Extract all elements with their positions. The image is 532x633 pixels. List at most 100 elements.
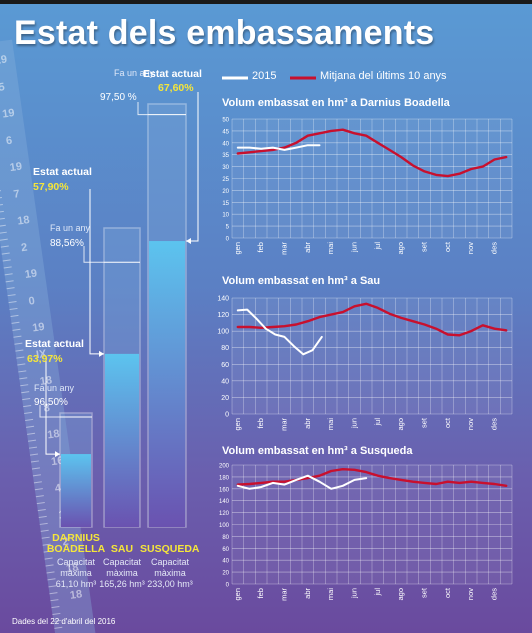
source-note: Dades del 22 d'abril del 2016 (12, 617, 116, 626)
susqueda-cap-label-2: màxima (154, 568, 186, 578)
x-tick-label: abr (303, 418, 312, 429)
y-tick-label: 100 (219, 523, 230, 529)
x-tick-label: nov (466, 418, 475, 430)
y-tick-label: 10 (222, 213, 229, 219)
sau-capacity: Capacitat màxima 165,26 hm³ (96, 557, 148, 590)
x-tick-label: des (490, 588, 499, 600)
x-tick-label: mai (326, 418, 335, 430)
y-tick-label: 20 (222, 571, 229, 577)
susqueda-cap-label-1: Capacitat (150, 557, 190, 567)
chart-title-darnius: Volum embassat en hm³ a Darnius Boadella (222, 97, 450, 109)
y-tick-label: 120 (219, 511, 230, 517)
x-tick-label: jun (350, 242, 359, 253)
darnius-name-line-2: BOADELLA (46, 543, 106, 555)
darnius-name-line-1: DARNIUS (52, 532, 100, 544)
y-tick-label: 25 (222, 177, 229, 183)
x-tick-label: mar (280, 242, 289, 255)
y-tick-label: 140 (219, 499, 230, 505)
x-tick-label: oct (443, 587, 452, 598)
darnius-water-level (61, 454, 91, 527)
legend-label-2015: 2015 (252, 70, 277, 82)
x-tick-label: nov (466, 242, 475, 254)
y-tick-label: 120 (217, 312, 229, 319)
series-line-2015 (236, 144, 321, 151)
legend-swatch-average (290, 76, 316, 80)
y-tick-label: 80 (222, 535, 229, 541)
legend-label-average: Mitjana del últims 10 anys (320, 70, 447, 82)
x-tick-label: nov (466, 588, 475, 600)
x-tick-label: des (490, 242, 499, 254)
darnius-cap-value: 61,10 hm³ (55, 579, 97, 589)
sau-cap-value: 165,26 hm³ (99, 579, 145, 589)
susqueda-actual-pointer (186, 92, 199, 242)
y-tick-label: 45 (222, 129, 229, 135)
y-tick-label: 20 (221, 395, 229, 402)
y-tick-label: 30 (222, 165, 229, 171)
x-tick-label: feb (256, 418, 265, 428)
chart-title-sau: Volum embassat en hm³ a Sau (222, 275, 381, 287)
x-tick-label: gen (233, 588, 242, 601)
y-tick-label: 40 (221, 378, 229, 385)
x-tick-label: des (490, 418, 499, 430)
y-tick-label: 80 (221, 345, 229, 352)
x-tick-label: ago (396, 242, 405, 255)
x-tick-label: jun (350, 588, 359, 599)
x-tick-label: jul (373, 242, 382, 251)
darnius-prev-value: 96,50% (34, 397, 68, 408)
y-tick-label: 100 (217, 329, 229, 336)
series-line-2015 (236, 474, 368, 490)
page-title: Estat dels embassaments (14, 14, 435, 52)
sau-prev-value: 88,56% (50, 238, 84, 249)
x-tick-label: feb (256, 588, 265, 598)
darnius-name: DARNIUS BOADELLA (46, 533, 106, 555)
y-tick-label: 35 (222, 153, 229, 159)
sau-cap-label-2: màxima (106, 568, 138, 578)
susqueda-water-level (149, 241, 185, 527)
chart-sau: 0 20 40 60 80 100 120 140 gen feb mar abr mai jun jul a… (217, 296, 513, 431)
y-tick-label: 40 (222, 141, 229, 147)
y-tick-label: 20 (222, 189, 229, 195)
x-tick-label: mai (326, 588, 335, 600)
y-tick-label: 0 (226, 237, 230, 243)
susqueda-actual-arrowhead (186, 238, 191, 245)
y-tick-label: 40 (222, 559, 229, 565)
series-line-average (236, 467, 508, 487)
x-tick-label: feb (256, 242, 265, 252)
x-tick-label: abr (303, 588, 312, 599)
darnius-actual-arrowhead (55, 451, 60, 458)
x-tick-label: jul (373, 418, 382, 427)
y-tick-label: 60 (222, 547, 229, 553)
x-tick-label: oct (443, 241, 452, 252)
sau-actual-value: 57,90% (33, 181, 69, 193)
x-tick-label: mar (280, 418, 289, 431)
sau-cap-label-1: Capacitat (102, 557, 142, 567)
x-tick-label: set (420, 417, 429, 428)
susqueda-name: SUSQUEDA (140, 543, 200, 555)
x-tick-label: jun (350, 418, 359, 429)
y-tick-label: 15 (222, 201, 229, 207)
x-tick-label: set (420, 587, 429, 598)
x-tick-label: abr (303, 242, 312, 253)
susqueda-cap-value: 233,00 hm³ (147, 579, 193, 589)
sau-actual-label: Estat actual (33, 166, 92, 178)
y-tick-label: 160 (219, 487, 230, 493)
y-tick-label: 60 (221, 362, 229, 369)
susqueda-capacity: Capacitat màxima 233,00 hm³ (143, 557, 197, 590)
x-tick-label: ago (396, 588, 405, 601)
series-line-average (236, 302, 508, 337)
sau-actual-pointer (89, 189, 104, 355)
susqueda-prev-pointer (137, 102, 148, 116)
chart-darnius: 0 5 10 15 20 25 30 35 40 45 50 gen feb mar abr mai jun ju… (222, 118, 513, 255)
series-line-average (236, 128, 508, 178)
y-tick-label: 200 (219, 464, 230, 470)
x-tick-label: mar (280, 588, 289, 601)
darnius-actual-value: 63,97% (27, 353, 63, 365)
y-tick-label: 0 (226, 583, 230, 589)
sau-name: SAU (110, 543, 134, 555)
sau-actual-arrowhead (99, 350, 104, 357)
plot-area (232, 298, 512, 414)
x-tick-label: mai (326, 242, 335, 254)
y-tick-label: 180 (219, 475, 230, 481)
